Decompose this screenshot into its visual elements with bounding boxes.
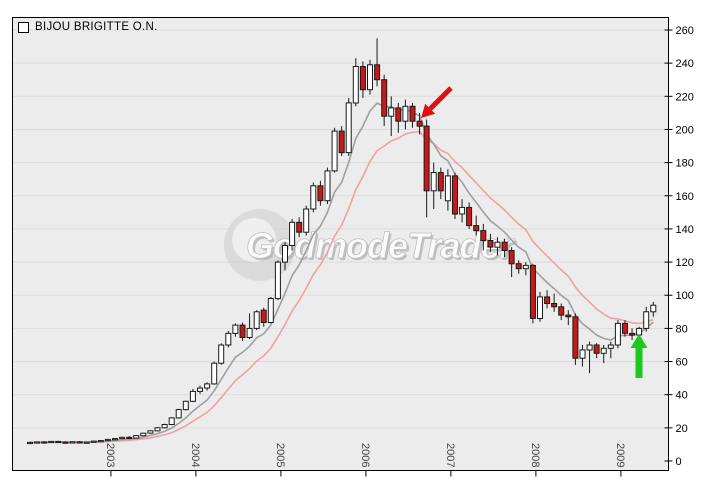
svg-text:140: 140: [676, 224, 694, 236]
green-up-arrow-annotation: [630, 334, 648, 378]
svg-text:120: 120: [676, 257, 694, 269]
svg-text:220: 220: [676, 91, 694, 103]
svg-text:2003: 2003: [104, 443, 116, 467]
svg-text:2006: 2006: [359, 443, 371, 467]
svg-text:60: 60: [676, 357, 688, 369]
svg-text:100: 100: [676, 290, 694, 302]
legend: BIJOU BRIGITTE O.N.: [18, 21, 158, 33]
svg-text:40: 40: [676, 390, 688, 402]
svg-text:2009: 2009: [614, 443, 626, 467]
legend-checkbox-icon[interactable]: [18, 21, 29, 33]
svg-text:80: 80: [676, 323, 688, 335]
ema-fast-line: [29, 102, 654, 444]
svg-text:260: 260: [676, 25, 694, 37]
svg-text:2008: 2008: [529, 443, 541, 467]
svg-text:2007: 2007: [444, 443, 456, 467]
svg-text:0: 0: [676, 456, 682, 468]
svg-text:240: 240: [676, 58, 694, 70]
instrument-title: BIJOU BRIGITTE O.N.: [35, 21, 158, 33]
gridlines: [12, 29, 669, 429]
svg-text:160: 160: [676, 191, 694, 203]
x-axis: 2003 2004 2005 2006 2007 2008 2009: [104, 443, 626, 477]
red-down-arrow-annotation: [421, 86, 453, 118]
ema-slow-line: [30, 130, 654, 444]
y-axis: 0 20 40 60 80 100 120 140 160 180 200 220 240 260: [664, 25, 694, 468]
svg-text:200: 200: [676, 125, 694, 137]
svg-text:20: 20: [676, 423, 688, 435]
candles: [27, 38, 657, 445]
svg-text:2005: 2005: [274, 443, 286, 467]
svg-text:180: 180: [676, 158, 694, 170]
svg-text:2004: 2004: [189, 443, 201, 467]
